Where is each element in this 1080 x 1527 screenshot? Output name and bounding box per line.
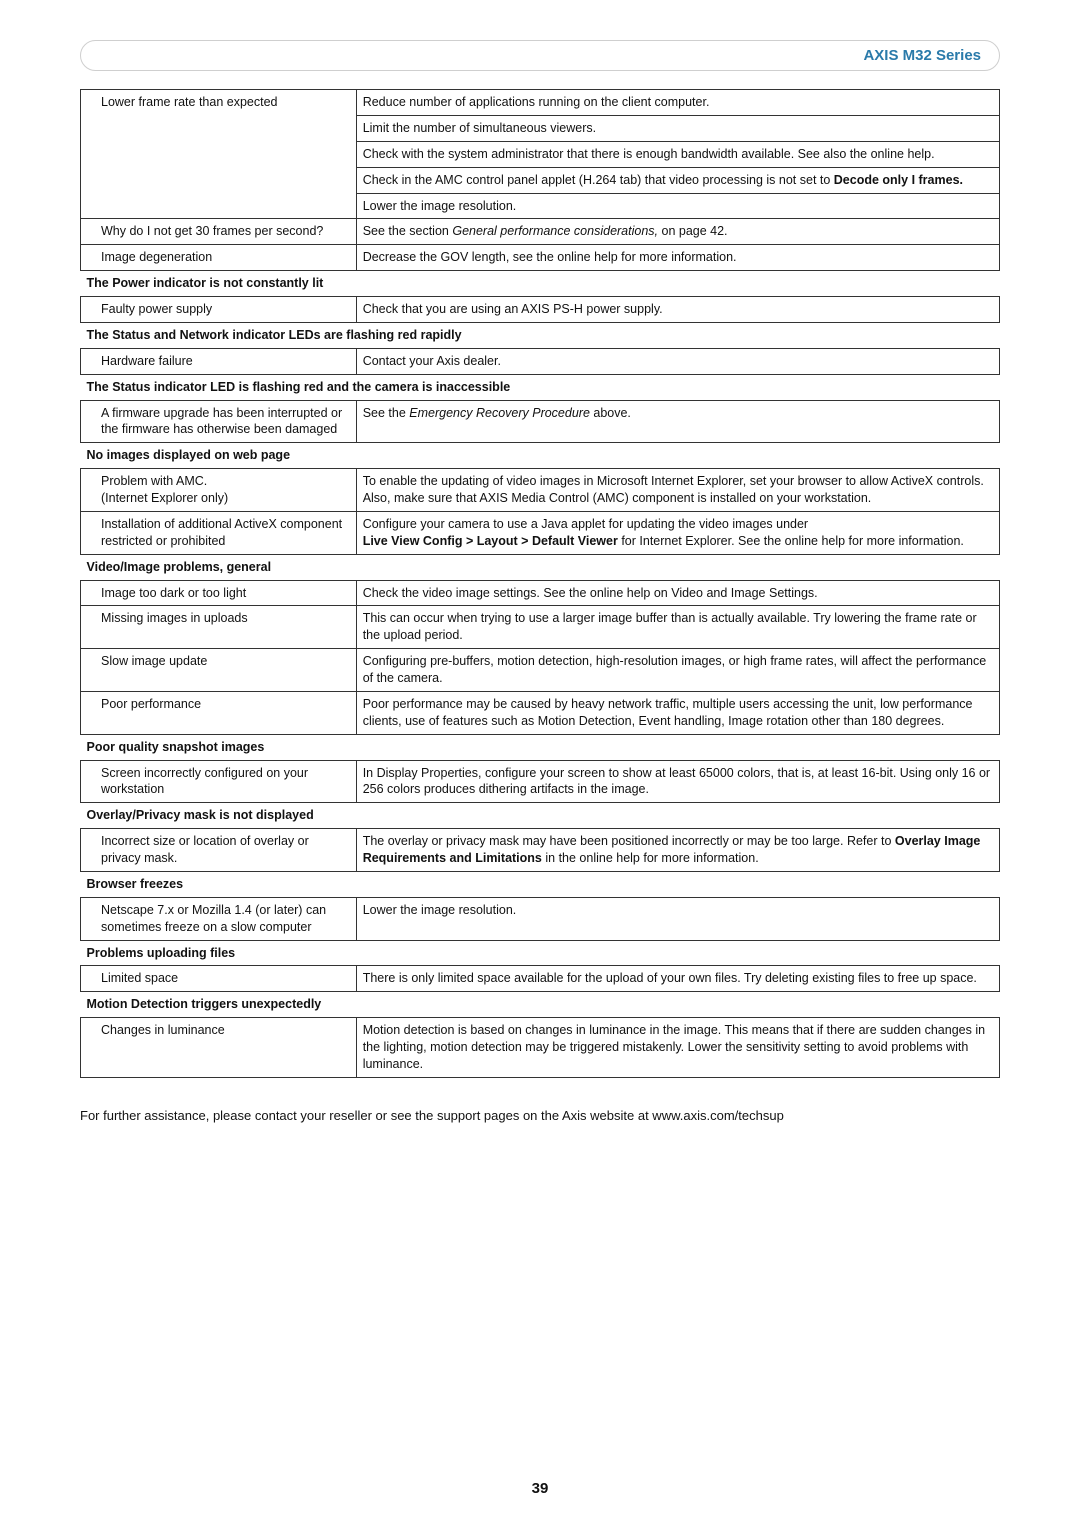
- table-cell-solution: Limit the number of simultaneous viewers…: [356, 115, 999, 141]
- table-cell-issue: Image degeneration: [81, 245, 357, 271]
- table-cell-solution: There is only limited space available fo…: [356, 966, 999, 992]
- section-header: Video/Image problems, general: [81, 554, 1000, 580]
- table-cell-solution: In Display Properties, configure your sc…: [356, 760, 999, 803]
- table-cell-solution: Check with the system administrator that…: [356, 141, 999, 167]
- section-header: Problems uploading files: [81, 940, 1000, 966]
- table-cell-issue: Faulty power supply: [81, 297, 357, 323]
- header-title: AXIS M32 Series: [863, 47, 981, 64]
- table-cell-issue: A firmware upgrade has been interrupted …: [81, 400, 357, 443]
- section-header: Browser freezes: [81, 871, 1000, 897]
- table-cell-issue: Changes in luminance: [81, 1018, 357, 1078]
- table-cell-issue: Limited space: [81, 966, 357, 992]
- table-cell-issue: Lower frame rate than expected: [81, 90, 357, 219]
- table-cell-solution: Lower the image resolution.: [356, 897, 999, 940]
- section-header: The Power indicator is not constantly li…: [81, 271, 1000, 297]
- table-cell-issue: Missing images in uploads: [81, 606, 357, 649]
- troubleshooting-table: Lower frame rate than expectedReduce num…: [80, 89, 1000, 1078]
- section-header: No images displayed on web page: [81, 443, 1000, 469]
- table-cell-solution: Configuring pre-buffers, motion detectio…: [356, 649, 999, 692]
- table-cell-solution: See the Emergency Recovery Procedure abo…: [356, 400, 999, 443]
- table-cell-issue: Incorrect size or location of overlay or…: [81, 829, 357, 872]
- table-cell-solution: Reduce number of applications running on…: [356, 90, 999, 116]
- table-cell-solution: Check the video image settings. See the …: [356, 580, 999, 606]
- section-header: Poor quality snapshot images: [81, 734, 1000, 760]
- table-cell-solution: Motion detection is based on changes in …: [356, 1018, 999, 1078]
- section-header: The Status and Network indicator LEDs ar…: [81, 322, 1000, 348]
- table-cell-solution: Check in the AMC control panel applet (H…: [356, 167, 999, 193]
- table-cell-solution: Lower the image resolution.: [356, 193, 999, 219]
- table-cell-issue: Poor performance: [81, 691, 357, 734]
- section-header: The Status indicator LED is flashing red…: [81, 374, 1000, 400]
- table-cell-issue: Problem with AMC. (Internet Explorer onl…: [81, 469, 357, 512]
- table-cell-solution: Contact your Axis dealer.: [356, 348, 999, 374]
- table-cell-solution: To enable the updating of video images i…: [356, 469, 999, 512]
- table-cell-solution: This can occur when trying to use a larg…: [356, 606, 999, 649]
- table-cell-issue: Slow image update: [81, 649, 357, 692]
- table-cell-issue: Screen incorrectly configured on your wo…: [81, 760, 357, 803]
- table-cell-solution: See the section General performance cons…: [356, 219, 999, 245]
- table-cell-solution: Configure your camera to use a Java appl…: [356, 511, 999, 554]
- section-header: Motion Detection triggers unexpectedly: [81, 992, 1000, 1018]
- header-banner: AXIS M32 Series: [80, 40, 1000, 71]
- table-cell-solution: The overlay or privacy mask may have bee…: [356, 829, 999, 872]
- table-cell-solution: Check that you are using an AXIS PS-H po…: [356, 297, 999, 323]
- table-cell-issue: Installation of additional ActiveX compo…: [81, 511, 357, 554]
- table-cell-issue: Hardware failure: [81, 348, 357, 374]
- table-cell-issue: Netscape 7.x or Mozilla 1.4 (or later) c…: [81, 897, 357, 940]
- table-cell-issue: Image too dark or too light: [81, 580, 357, 606]
- page-number: 39: [0, 1480, 1080, 1497]
- section-header: Overlay/Privacy mask is not displayed: [81, 803, 1000, 829]
- table-cell-solution: Poor performance may be caused by heavy …: [356, 691, 999, 734]
- table-cell-solution: Decrease the GOV length, see the online …: [356, 245, 999, 271]
- footer-text: For further assistance, please contact y…: [80, 1108, 1000, 1123]
- table-cell-issue: Why do I not get 30 frames per second?: [81, 219, 357, 245]
